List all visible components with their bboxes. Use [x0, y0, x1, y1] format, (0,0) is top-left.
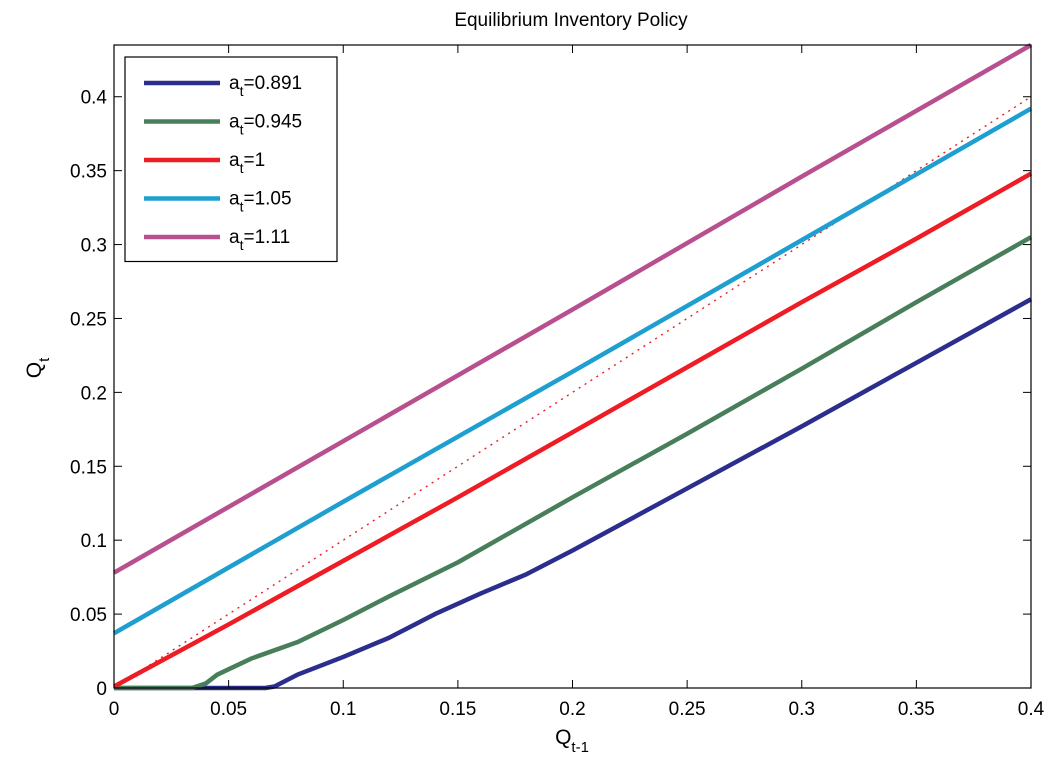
x-tick-label: 0.25	[669, 699, 706, 720]
plot-area	[112, 43, 1033, 691]
x-tick-label: 0.15	[439, 699, 476, 720]
y-tick-label: 0.15	[70, 457, 107, 478]
series-line-0	[114, 297, 1033, 691]
y-tick-label: 0	[96, 679, 107, 700]
y-axis-label: Qt	[23, 357, 53, 378]
x-tick-label: 0.4	[1018, 699, 1045, 720]
y-tick-label: 0.25	[70, 309, 107, 330]
x-tick-label: 0.2	[559, 699, 585, 720]
series-line-1	[114, 235, 1033, 691]
y-axis-label-subscript: t	[36, 357, 53, 362]
chart-title: Equilibrium Inventory Policy	[454, 10, 688, 31]
y-tick-label: 0.05	[70, 605, 107, 626]
legend-entry-2: at=1	[229, 150, 265, 176]
legend-entry-4: at=1.11	[229, 227, 290, 253]
legend-entry-0: at=0.891	[229, 73, 302, 99]
x-tick-label: 0.3	[789, 699, 815, 720]
axis-ticks: 0 0.05 0.1 0.15 0.2 0.25 0.3 0.35 0.4 0 0.05 0.1 0.1…	[70, 45, 1045, 720]
legend: at=0.891 at=0.945 at=1 at=1.05 at=1.11	[124, 56, 338, 263]
x-tick-label: 0	[109, 699, 120, 720]
legend-entry-1: at=0.945	[229, 112, 302, 138]
x-tick-label: 0.35	[898, 699, 935, 720]
x-axis-label-subscript: t-1	[571, 739, 589, 756]
y-tick-label: 0.35	[70, 162, 107, 183]
series-line-2	[112, 171, 1033, 689]
series-line-4	[112, 43, 1033, 575]
x-tick-label: 0.1	[330, 699, 356, 720]
series-line-3	[112, 106, 1033, 636]
y-axis-label-base: Q	[23, 362, 46, 378]
y-tick-label: 0.2	[81, 383, 107, 404]
y-tick-label: 0.1	[81, 531, 107, 552]
legend-entry-3: at=1.05	[229, 189, 292, 215]
y-tick-label: 0.3	[81, 236, 107, 257]
x-tick-label: 0.05	[210, 699, 247, 720]
x-axis-label: Qt-1	[555, 726, 589, 756]
y-tick-label: 0.4	[81, 88, 108, 109]
x-axis-label-base: Q	[555, 726, 571, 749]
